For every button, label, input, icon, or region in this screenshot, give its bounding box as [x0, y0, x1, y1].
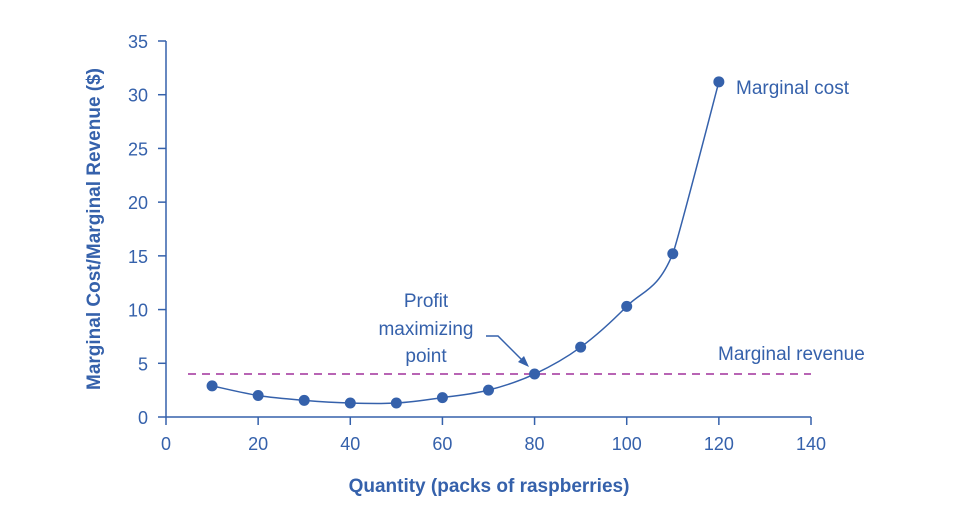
annotation-line-2: maximizing [378, 319, 473, 340]
x-tick-label: 0 [161, 434, 171, 454]
y-tick-label: 5 [138, 354, 148, 374]
annotation-line-1: Profit [404, 291, 449, 312]
x-tick-label: 20 [248, 434, 268, 454]
marginal-cost-point [667, 248, 679, 260]
y-axis-label: Marginal Cost/Marginal Revenue ($) [84, 68, 105, 390]
marginal-cost-line [211, 81, 720, 405]
x-tick-label: 120 [704, 434, 734, 454]
x-tick-label: 100 [612, 434, 642, 454]
x-axis-label: Quantity (packs of raspberries) [349, 476, 630, 497]
y-tick-label: 10 [128, 301, 148, 321]
marginal-cost-point [483, 384, 494, 396]
marginal-cost-point [206, 380, 218, 392]
marginal-cost-point [621, 300, 633, 312]
marginal-cost-points [206, 76, 725, 409]
y-tick-label: 20 [128, 193, 148, 213]
annotation-line-3: point [405, 346, 447, 367]
marginal-cost-point [390, 397, 402, 409]
x-tick-label: 140 [796, 434, 826, 454]
marginal-cost-point [436, 392, 448, 404]
x-tick-label: 80 [525, 434, 545, 454]
marginal-cost-point [344, 397, 356, 409]
y-tick-label: 30 [128, 86, 148, 106]
y-tick-label: 25 [128, 139, 148, 159]
x-tick-label: 40 [340, 434, 360, 454]
marginal-cost-point [713, 76, 725, 88]
y-tick-label: 35 [128, 32, 148, 52]
axes [158, 40, 812, 425]
marginal-cost-label: Marginal cost [736, 78, 850, 99]
marginal-cost-point [252, 390, 264, 402]
tick-labels: 0 20 40 60 80 100 120 140 0 5 10 15 20 25 30 35 [128, 32, 826, 454]
marginal-cost-point [298, 394, 310, 406]
marginal-cost-point [529, 368, 541, 380]
annotation-arrow [486, 335, 529, 367]
marginal-revenue-label: Marginal revenue [718, 344, 865, 365]
y-tick-label: 15 [128, 247, 148, 267]
y-tick-label: 0 [138, 408, 148, 428]
x-tick-label: 60 [432, 434, 452, 454]
marginal-cost-point [575, 341, 587, 353]
